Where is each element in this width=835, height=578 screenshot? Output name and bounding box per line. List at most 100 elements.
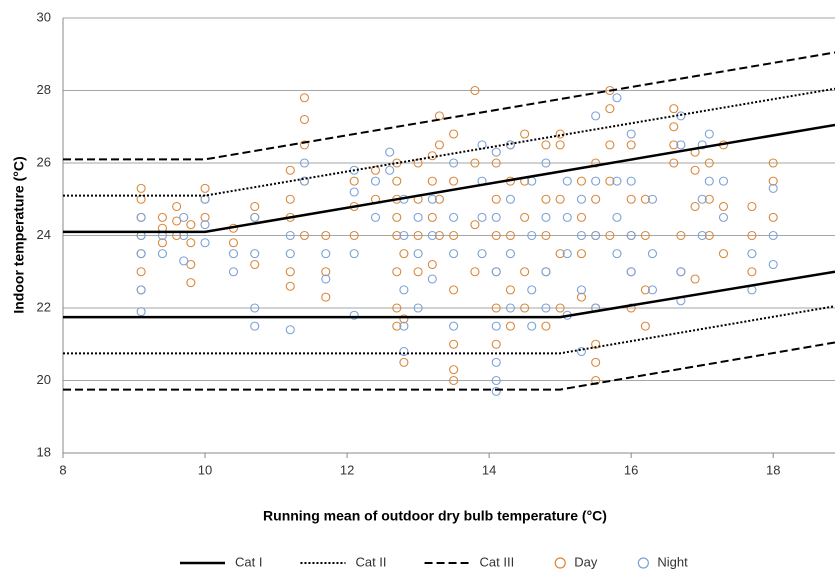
- point: [491, 267, 501, 277]
- point: [349, 176, 359, 186]
- point: [541, 140, 551, 150]
- point: [427, 194, 437, 204]
- point: [541, 303, 551, 313]
- point: [576, 285, 587, 295]
- point: [299, 176, 310, 186]
- point: [527, 230, 537, 241]
- point: [392, 230, 402, 241]
- point: [576, 176, 587, 186]
- y-tick-label: 20: [37, 372, 51, 387]
- point: [576, 292, 587, 302]
- point: [250, 303, 260, 313]
- point: [718, 249, 729, 259]
- point: [349, 249, 359, 259]
- point: [505, 194, 515, 204]
- point: [669, 104, 679, 114]
- point: [285, 325, 295, 335]
- point: [470, 158, 480, 168]
- threshold-line: [63, 87, 835, 197]
- point: [491, 158, 501, 168]
- point: [541, 194, 551, 204]
- threshold-line: [63, 341, 835, 391]
- point: [647, 249, 658, 259]
- point: [449, 230, 459, 241]
- point: [591, 339, 601, 349]
- point: [491, 321, 501, 331]
- point: [399, 249, 409, 259]
- point: [470, 85, 480, 96]
- x-tick-label: 14: [482, 462, 496, 477]
- point: [690, 201, 700, 212]
- point: [505, 321, 515, 331]
- point: [299, 114, 310, 125]
- point: [491, 303, 501, 313]
- point: [768, 212, 778, 222]
- point: [768, 259, 778, 270]
- point: [228, 238, 239, 248]
- point: [576, 212, 587, 222]
- y-axis-title: Indoor temperature (°C): [11, 156, 27, 313]
- point: [299, 158, 310, 168]
- point: [541, 267, 551, 277]
- point: [477, 212, 487, 222]
- point: [626, 129, 636, 139]
- point: [449, 158, 459, 168]
- point: [555, 194, 565, 204]
- point: [591, 357, 601, 367]
- point: [747, 201, 757, 212]
- point: [449, 129, 459, 139]
- point: [505, 140, 515, 150]
- point: [704, 158, 714, 168]
- point: [285, 267, 295, 277]
- point: [612, 176, 622, 186]
- point: [527, 285, 537, 295]
- point: [697, 140, 707, 150]
- point: [449, 365, 459, 375]
- point: [605, 230, 615, 241]
- point: [200, 194, 210, 204]
- point: [413, 267, 423, 277]
- point: [136, 212, 146, 222]
- point: [392, 212, 402, 222]
- point: [576, 249, 587, 259]
- y-tick-label: 18: [37, 444, 51, 459]
- y-tick-label: 28: [37, 82, 51, 97]
- point: [697, 194, 707, 204]
- point: [200, 183, 210, 193]
- point: [321, 230, 331, 241]
- point: [136, 285, 146, 295]
- point: [413, 212, 423, 222]
- point: [399, 321, 409, 331]
- point: [491, 357, 501, 367]
- point: [385, 147, 395, 157]
- point: [605, 140, 615, 150]
- point: [676, 267, 686, 277]
- point: [434, 140, 444, 150]
- threshold-line: [63, 123, 835, 234]
- point: [640, 285, 650, 295]
- point: [768, 176, 778, 186]
- point: [505, 230, 515, 241]
- point: [704, 129, 714, 139]
- point: [505, 303, 515, 313]
- point: [690, 165, 700, 175]
- point: [470, 220, 480, 230]
- point: [527, 321, 537, 331]
- point: [136, 194, 146, 204]
- point: [200, 238, 210, 248]
- point: [591, 176, 601, 186]
- point: [157, 249, 167, 259]
- point: [299, 230, 310, 241]
- point: [228, 249, 239, 259]
- point: [768, 158, 778, 168]
- point: [321, 292, 331, 302]
- point: [491, 194, 501, 204]
- point: [591, 111, 601, 121]
- point: [349, 230, 359, 241]
- point: [626, 194, 636, 204]
- point: [434, 194, 444, 204]
- point: [520, 267, 530, 277]
- point: [449, 321, 459, 331]
- point: [669, 140, 679, 150]
